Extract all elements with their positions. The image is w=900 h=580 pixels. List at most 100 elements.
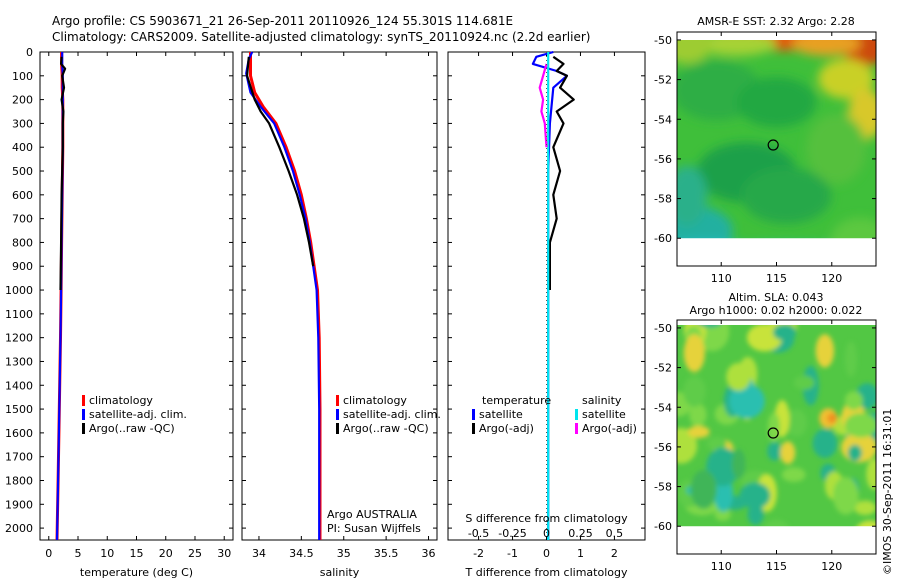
y-tick-label: -60 — [654, 520, 672, 533]
field-patch — [827, 413, 838, 424]
plot-frame — [241, 51, 438, 541]
no-data-band — [677, 238, 876, 266]
x-axis-label: T difference from climatology — [465, 566, 628, 579]
field-patch — [687, 425, 710, 438]
legend-label: Argo(..raw -QC) — [343, 422, 429, 435]
y-tick-label: -52 — [654, 74, 672, 87]
field-patch — [677, 40, 712, 64]
sst-map-title: AMSR-E SST: 2.32 Argo: 2.28 — [697, 15, 855, 28]
y-tick-label: -60 — [654, 232, 672, 245]
field-patch — [736, 77, 817, 128]
legend-label: satellite — [582, 408, 626, 421]
series-line-climatology — [249, 52, 322, 540]
y-tick-label: 100 — [12, 70, 33, 83]
y-tick-label: 400 — [12, 141, 33, 154]
y-tick-label: -52 — [654, 362, 672, 375]
field-patch — [866, 458, 876, 490]
field-patch — [677, 165, 707, 226]
x-tick-label: 120 — [821, 560, 842, 573]
figure-title-line2: Climatology: CARS2009. Satellite-adjuste… — [52, 30, 590, 44]
y-tick-label: -50 — [654, 34, 672, 47]
s-tick-label: 0.5 — [606, 527, 624, 540]
legend-label: climatology — [343, 394, 407, 407]
y-tick-label: 1100 — [5, 308, 33, 321]
x-axis-label: temperature (deg C) — [80, 566, 193, 579]
sst-map-axes: 110 115 120 -50 -52 -54 -56 -58 -60 — [654, 31, 877, 285]
y-tick-label: 200 — [12, 94, 33, 107]
x-axis-label: salinity — [320, 566, 360, 579]
field-patch — [847, 444, 862, 462]
legend-swatch — [82, 423, 85, 434]
sla-map-title-line2: Argo h1000: 0.02 h2000: 0.022 — [690, 304, 863, 317]
legend-title-salinity: salinity — [582, 394, 622, 407]
field-patch — [791, 40, 862, 56]
x-tick-label: -2 — [473, 547, 484, 560]
field-patch — [714, 507, 731, 521]
legend-swatch — [575, 423, 578, 434]
x-tick-label: 35.5 — [374, 547, 399, 560]
x-tick-label: -1 — [507, 547, 518, 560]
legend-swatch — [82, 395, 85, 406]
y-tick-label: 1000 — [5, 284, 33, 297]
series-line-s-argo-adj- — [538, 63, 548, 148]
x-tick-label: 115 — [766, 560, 787, 573]
field-patch — [767, 412, 780, 442]
field-patch — [815, 334, 835, 368]
series-line-argo-raw-qc- — [246, 56, 315, 267]
y-tick-label: 700 — [12, 213, 33, 226]
x-tick-label: 34.5 — [289, 547, 314, 560]
s-tick-label: -0.5 — [468, 527, 489, 540]
plot-frame — [39, 51, 234, 541]
argo-position-marker — [767, 427, 779, 439]
y-tick-label: 900 — [12, 260, 33, 273]
legend-swatch — [472, 423, 475, 434]
x-tick-label: 15 — [130, 547, 144, 560]
field-patch — [741, 167, 832, 224]
legend-swatch — [336, 395, 339, 406]
temperature-panel: 0100200300400500600700800900100011001200… — [5, 46, 234, 579]
argo-note-country: Argo AUSTRALIA — [327, 508, 417, 521]
x-tick-label: 30 — [217, 547, 231, 560]
legend-swatch — [472, 409, 475, 420]
argo-note-pi: PI: Susan Wijffels — [327, 522, 421, 535]
legend-label: Argo(..raw -QC) — [89, 422, 175, 435]
y-tick-label: -58 — [654, 193, 672, 206]
y-tick-label: 1300 — [5, 355, 33, 368]
y-tick-label: 1400 — [5, 379, 33, 392]
legend-label: satellite — [479, 408, 523, 421]
legend-label: satellite-adj. clim. — [343, 408, 441, 421]
legend-swatch — [575, 409, 578, 420]
x-tick-label: 34 — [252, 547, 266, 560]
s-axis-label: S difference from climatology — [465, 512, 628, 525]
y-tick-label: 1500 — [5, 403, 33, 416]
x-tick-label: 110 — [711, 560, 732, 573]
series-line-t-argo-adj- — [548, 55, 575, 290]
field-patch — [818, 58, 875, 99]
field-patch — [683, 334, 705, 373]
s-tick-label: -0.25 — [498, 527, 526, 540]
x-tick-label: 0 — [45, 547, 52, 560]
x-tick-label: 110 — [711, 272, 732, 285]
x-tick-label: 1 — [577, 547, 584, 560]
field-patch — [844, 341, 858, 377]
series-line-satellite-adj-clim- — [245, 51, 321, 540]
x-tick-label: 25 — [188, 547, 202, 560]
field-patch — [812, 428, 838, 458]
y-tick-label: -50 — [654, 322, 672, 335]
legend-title-temperature: temperature — [482, 394, 551, 407]
field-patch — [844, 391, 863, 411]
field-patch — [677, 427, 698, 464]
x-tick-label: 36 — [422, 547, 436, 560]
series-line-argo-raw-qc- — [59, 56, 67, 291]
field-patch — [844, 413, 876, 438]
x-tick-label: 0 — [543, 547, 550, 560]
s-tick-label: 0 — [543, 527, 550, 540]
salinity-panel: 34 34.5 35 35.5 36 salinity climatologysatelli… — [241, 51, 441, 579]
field-patch — [696, 40, 777, 56]
field-patch — [729, 383, 765, 419]
y-tick-label: -56 — [654, 153, 672, 166]
field-patch — [854, 500, 876, 516]
difference-panel: -2 -1 0 1 2 T difference from climatology -0.5… — [447, 50, 646, 579]
y-tick-label: 500 — [12, 165, 33, 178]
y-tick-label: 2000 — [5, 522, 33, 535]
